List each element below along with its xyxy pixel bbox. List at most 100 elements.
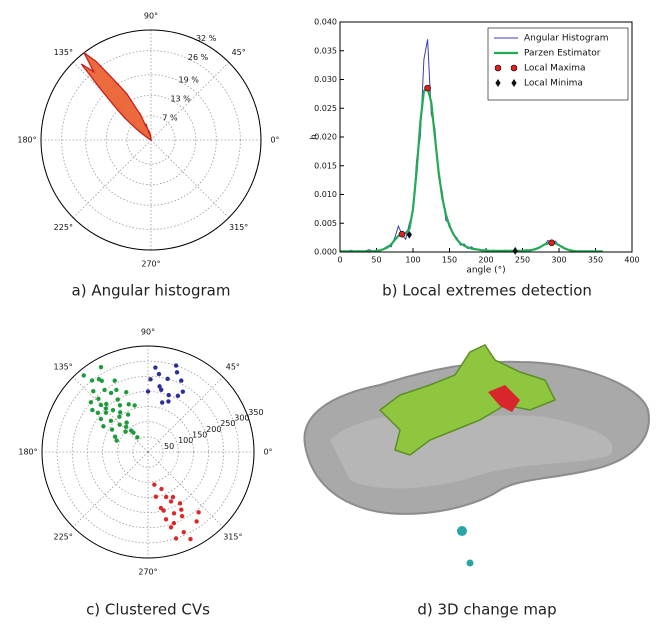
cluster-point	[103, 406, 109, 411]
angular-grid-line	[147, 451, 224, 528]
cluster-point	[168, 499, 174, 504]
radial-grid-ring	[105, 94, 197, 186]
legend-label: Angular Histogram	[524, 34, 609, 44]
minimum-marker	[495, 79, 501, 87]
angular-tick-label: 90°	[144, 12, 158, 21]
radial-tick-label: 100	[178, 436, 193, 445]
angular-tick-label: 0°	[270, 136, 279, 145]
angular-tick-label: 45°	[226, 363, 240, 372]
y-axis-title: h	[310, 134, 320, 140]
radial-tick-label: 7 %	[162, 113, 178, 122]
cluster-point	[114, 387, 119, 393]
cluster-point	[96, 396, 101, 402]
maximum-marker	[424, 84, 431, 92]
cluster-point	[117, 422, 122, 427]
radial-grid-ring	[117, 421, 179, 483]
angular-grid-line	[150, 139, 230, 219]
maximum-marker	[398, 230, 406, 238]
maximum-marker	[510, 64, 518, 72]
angular-tick-label: 225°	[54, 532, 73, 541]
cluster-point	[112, 434, 118, 439]
cluster-point	[103, 410, 109, 415]
cluster-point	[163, 517, 169, 522]
cluster-point	[157, 384, 162, 389]
cluster-point	[180, 389, 186, 394]
cluster-point	[108, 418, 114, 424]
y-tick-label: 0.035	[314, 46, 337, 55]
cluster-point	[179, 513, 185, 519]
minimum-marker	[511, 79, 517, 87]
angular-grid-line	[147, 376, 224, 453]
cluster-point	[171, 520, 177, 526]
cluster-point	[177, 501, 183, 506]
change-blob	[457, 526, 467, 536]
cluster-point	[159, 387, 164, 392]
cluster-point	[194, 519, 199, 524]
angular-tick-label: 135°	[54, 48, 73, 57]
minimum-marker	[512, 246, 518, 255]
radial-tick-label: 150	[192, 430, 207, 439]
angular-tick-label: 270°	[141, 260, 160, 269]
radial-grid-ring	[56, 360, 240, 544]
legend-label: Local Maxima	[524, 64, 586, 74]
cluster-point	[88, 400, 94, 405]
cluster-point	[135, 435, 140, 440]
angular-tick-label: 90°	[141, 328, 155, 337]
cluster-point	[152, 482, 157, 487]
angular-tick-label: 270°	[138, 568, 157, 577]
cluster-point	[117, 414, 122, 419]
angular-tick-label: 135°	[54, 363, 73, 372]
polar-frame	[41, 345, 255, 559]
maximum-marker	[548, 239, 556, 247]
cluster-point	[89, 378, 95, 383]
x-tick-label: 150	[442, 256, 457, 265]
panel-caption: b) Local extremes detection	[382, 282, 592, 300]
legend-label: Parzen Estimator	[524, 49, 601, 59]
cluster-point	[163, 494, 169, 500]
cluster-point	[156, 371, 162, 377]
legend-box	[487, 27, 629, 101]
radial-tick-label: 350	[248, 408, 263, 417]
cluster-point	[170, 494, 176, 500]
x-axis-title: angle (°)	[466, 266, 505, 276]
cluster-point	[98, 365, 104, 370]
cluster-point	[114, 438, 119, 443]
cluster-point	[123, 424, 129, 430]
cluster-point	[126, 402, 131, 407]
x-tick-label: 200	[478, 256, 493, 265]
cluster-point	[159, 400, 165, 405]
y-tick-label: 0.025	[314, 104, 337, 113]
cluster-point	[175, 393, 181, 399]
x-tick-label: 0	[337, 256, 342, 265]
cluster-point	[117, 403, 123, 408]
cluster-point	[81, 373, 86, 378]
angular-tick-label: 0°	[263, 448, 272, 457]
radial-tick-label: 300	[234, 413, 249, 422]
cluster-point	[129, 428, 134, 433]
radial-tick-label: 50	[164, 442, 174, 451]
cluster-point	[173, 536, 179, 541]
angular-tick-label: 180°	[18, 448, 37, 457]
panel-caption: d) 3D change map	[417, 601, 556, 619]
cluster-point	[98, 416, 104, 422]
x-tick-label: 50	[371, 256, 381, 265]
plot-frame	[339, 21, 633, 253]
cluster-point	[99, 378, 105, 384]
panel-caption: a) Angular histogram	[72, 282, 231, 300]
y-tick-label: 0.010	[314, 190, 337, 199]
brain-texture	[330, 413, 613, 489]
histogram-area	[80, 52, 152, 142]
x-tick-label: 300	[551, 256, 566, 265]
y-tick-label: 0.040	[314, 18, 337, 27]
radial-tick-label: 19 %	[179, 75, 200, 84]
angular-grid-line	[72, 376, 149, 453]
cluster-point	[153, 365, 158, 370]
y-tick-label: 0.020	[314, 133, 337, 142]
cluster-point	[108, 390, 114, 396]
cluster-point	[110, 408, 116, 413]
cluster-point	[174, 370, 180, 375]
angular-tick-label: 180°	[17, 136, 36, 145]
cluster-point	[132, 403, 137, 408]
panel-caption: c) Clustered CVs	[86, 601, 210, 619]
